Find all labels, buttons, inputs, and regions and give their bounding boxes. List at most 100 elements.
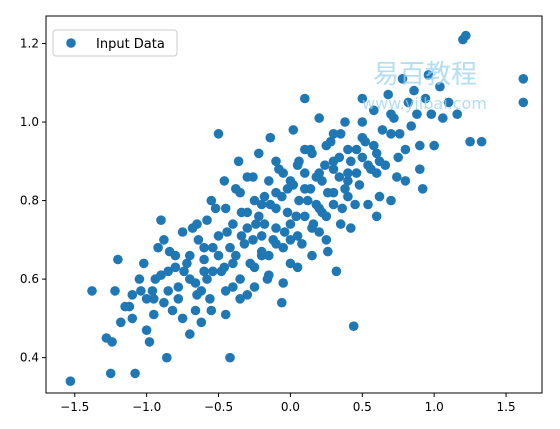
data-point [264,176,274,186]
data-point [386,195,396,206]
data-point [177,227,188,237]
data-point [192,219,202,229]
data-point [127,313,138,324]
data-point [317,176,327,186]
x-tick-label: −1.5 [60,400,89,414]
data-point [202,215,212,225]
data-point [65,376,76,387]
data-point [300,211,310,222]
data-point [476,136,487,147]
data-point [394,129,405,139]
data-point [179,266,189,277]
data-point [343,176,353,186]
data-point [141,294,152,304]
data-point [256,199,267,210]
data-point [199,266,209,277]
data-point [156,215,166,225]
data-point [307,148,317,159]
data-point [251,219,261,229]
data-point [297,239,307,249]
data-point [253,211,264,222]
data-point [220,309,231,320]
data-point [285,219,296,229]
data-point [518,74,529,84]
data-point [220,286,231,296]
data-point [400,144,411,155]
data-point [130,368,140,379]
data-point [239,239,250,249]
data-point [220,203,231,214]
data-point [163,266,173,277]
data-point [334,172,345,182]
data-point [242,207,253,218]
data-point [162,352,172,363]
data-point [323,187,333,198]
data-point [294,195,304,206]
data-point [190,305,201,316]
data-point [256,246,267,257]
data-point [415,140,425,151]
data-point [371,168,382,178]
data-point [185,329,195,339]
data-point [348,321,359,332]
data-point [134,274,145,284]
data-point [219,176,230,186]
data-point [153,242,163,253]
data-point [429,140,440,151]
data-point [278,278,289,288]
data-point [371,211,382,222]
data-point [264,250,274,261]
data-point [392,172,402,182]
data-point [206,305,217,316]
data-point [340,117,350,127]
axes-frame [45,15,543,394]
data-point [300,168,310,178]
data-point [278,242,289,253]
data-point [271,239,281,249]
legend-label: Input Data [96,37,165,52]
data-point [406,121,417,131]
data-point [314,168,325,178]
y-tick-label: 0.8 [20,194,39,208]
data-point [426,109,437,119]
data-point [159,297,169,308]
data-point [423,70,434,80]
axes-layer: −1.5 −1.0 −0.5 0.0 0.5 1.0 1.5 0.4 0.6 0.8 1.0 1.2 [20,15,543,414]
data-point [465,136,475,147]
data-point [213,231,224,241]
data-point [435,81,445,92]
data-point [264,270,274,281]
data-point [278,168,289,178]
data-point [323,246,333,257]
data-point [335,129,346,139]
data-point [185,274,195,284]
data-point [354,180,365,190]
legend: Input Data [52,29,178,57]
y-tick-label: 0.6 [20,272,39,286]
data-point [249,262,260,273]
x-tick-label: 0.0 [281,400,300,414]
data-point [328,199,339,210]
data-point [357,93,368,104]
data-point [369,140,379,151]
data-point [314,203,325,214]
data-point [236,231,247,241]
data-point [185,250,195,261]
data-point [292,262,303,273]
data-point [265,132,276,143]
data-point [307,250,317,261]
data-point [219,262,230,273]
data-point [249,195,260,206]
data-point [279,227,290,237]
data-point [228,219,238,229]
data-point [285,258,296,269]
data-point [206,195,217,206]
data-point [199,254,209,265]
data-point [328,129,339,139]
data-point [363,160,373,170]
watermark: 易百教程 www.yiibai.com [362,60,487,113]
data-point [518,97,529,108]
data-point [147,286,158,296]
data-point [277,297,287,308]
